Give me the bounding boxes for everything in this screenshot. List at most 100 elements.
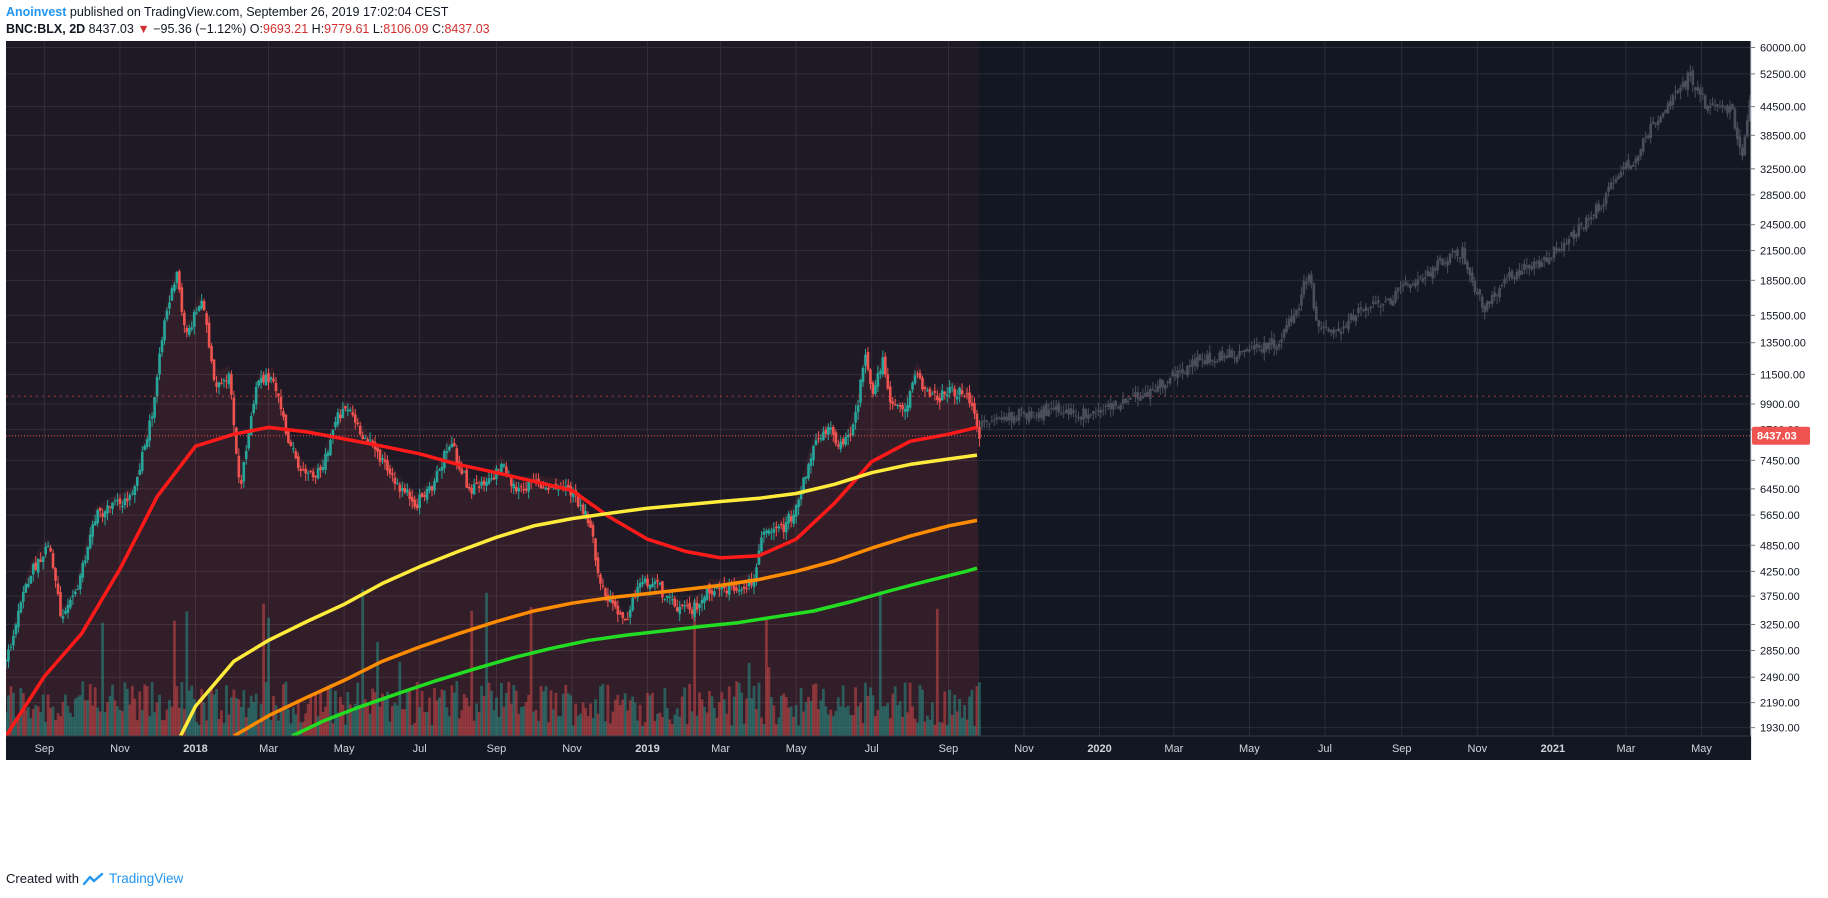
volume-bar [232,689,236,736]
candle [670,599,674,601]
volume-bar [153,712,157,736]
candle [638,583,642,588]
candle [249,415,253,435]
ghost-candle [1686,72,1690,90]
ghost-candle [1634,158,1638,164]
volume-bar [831,715,835,736]
ghost-candle [1121,399,1125,405]
volume-bar [321,711,325,736]
volume-bar [111,684,114,736]
ghost-candle [1203,360,1207,365]
volume-bar [106,702,109,736]
ma-orange-line [233,518,978,738]
tradingview-brand-link[interactable]: TradingView [108,871,184,886]
candle [358,425,362,435]
volume-bar [420,690,424,736]
time-tick-label: Sep [939,743,959,755]
candle [519,486,523,488]
time-axis: Sep Nov 2018 Mar May Jul Sep Nov 2019 Mar May Jul Se… [6,735,1751,760]
price-chart[interactable]: 60000.00 52500.00 44500.00 38500.00 32500.00… [6,41,1828,861]
candle [708,583,711,594]
time-tick-label: 2020 [1087,743,1111,755]
ghost-candle [1500,285,1504,287]
ghost-candle [1389,298,1392,305]
volume-bar [413,722,417,736]
candle [413,499,416,507]
candle [594,538,597,561]
symbol-name[interactable]: BNC:BLX, 2D [6,22,86,36]
volume-bar [683,687,687,736]
volume-bar [817,709,820,736]
volume-bar [869,687,872,736]
time-tick-label: May [1239,743,1260,755]
volume-bar [703,707,706,736]
volume-bar [876,709,880,736]
author-link[interactable]: Anoinvest [6,5,67,19]
candle [381,458,384,460]
candle [718,588,721,590]
volume-bar [658,712,662,736]
volume-bar [477,712,481,736]
ghost-candle [1161,379,1165,388]
candle [401,487,404,491]
volume-bar [125,688,129,736]
candle [643,578,647,583]
candle [705,586,709,600]
candle [341,408,345,418]
volume-bar [457,718,461,736]
price-tick-label: 9900.00 [1760,399,1800,411]
candle [477,486,481,488]
candle [958,387,961,395]
ghost-candle [1448,253,1452,264]
candle [81,562,85,578]
volume-bar [73,698,77,736]
volume-bar [938,722,942,736]
candle [160,340,164,353]
ghost-candle [1557,248,1561,252]
volume-bar [519,707,523,736]
candle [304,468,308,474]
candle [410,496,414,502]
volume-bar [123,682,127,736]
volume-bar [376,641,379,736]
ghost-candle [1436,260,1439,271]
volume-bar [787,707,791,736]
candle [621,612,625,619]
candle [31,564,35,575]
volume-bar [604,721,607,736]
ghost-candle [1067,408,1070,415]
ghost-candle [1347,320,1350,330]
candle [230,374,233,395]
price-tick-label: 32500.00 [1760,164,1806,176]
candle [215,382,218,387]
volume-bar [410,724,414,736]
volume-bar [908,682,912,736]
candle [212,359,216,380]
volume-bar [777,717,781,736]
candle [544,487,548,490]
ghost-candle [1498,288,1501,298]
candle [242,461,246,482]
candle [438,469,441,471]
volume-bar [306,704,310,736]
ghost-candle [1144,392,1147,397]
ghost-candle [1077,417,1080,419]
candle [646,578,649,587]
candle [720,585,724,590]
volume-bar [46,694,50,736]
candle [710,590,714,595]
volume-bar [54,720,57,736]
ghost-candle [988,423,991,425]
candle [683,605,686,607]
ghost-candle [1141,395,1145,399]
volume-bar [249,695,253,736]
ghost-candle [1166,382,1169,384]
time-tick-label: May [1691,743,1712,755]
price-tick-label: 4850.00 [1760,540,1800,552]
candle [903,408,907,412]
candle [945,394,949,397]
volume-bar [693,600,696,736]
volume-bar [447,716,451,736]
candle [963,395,966,397]
candle [616,605,620,615]
